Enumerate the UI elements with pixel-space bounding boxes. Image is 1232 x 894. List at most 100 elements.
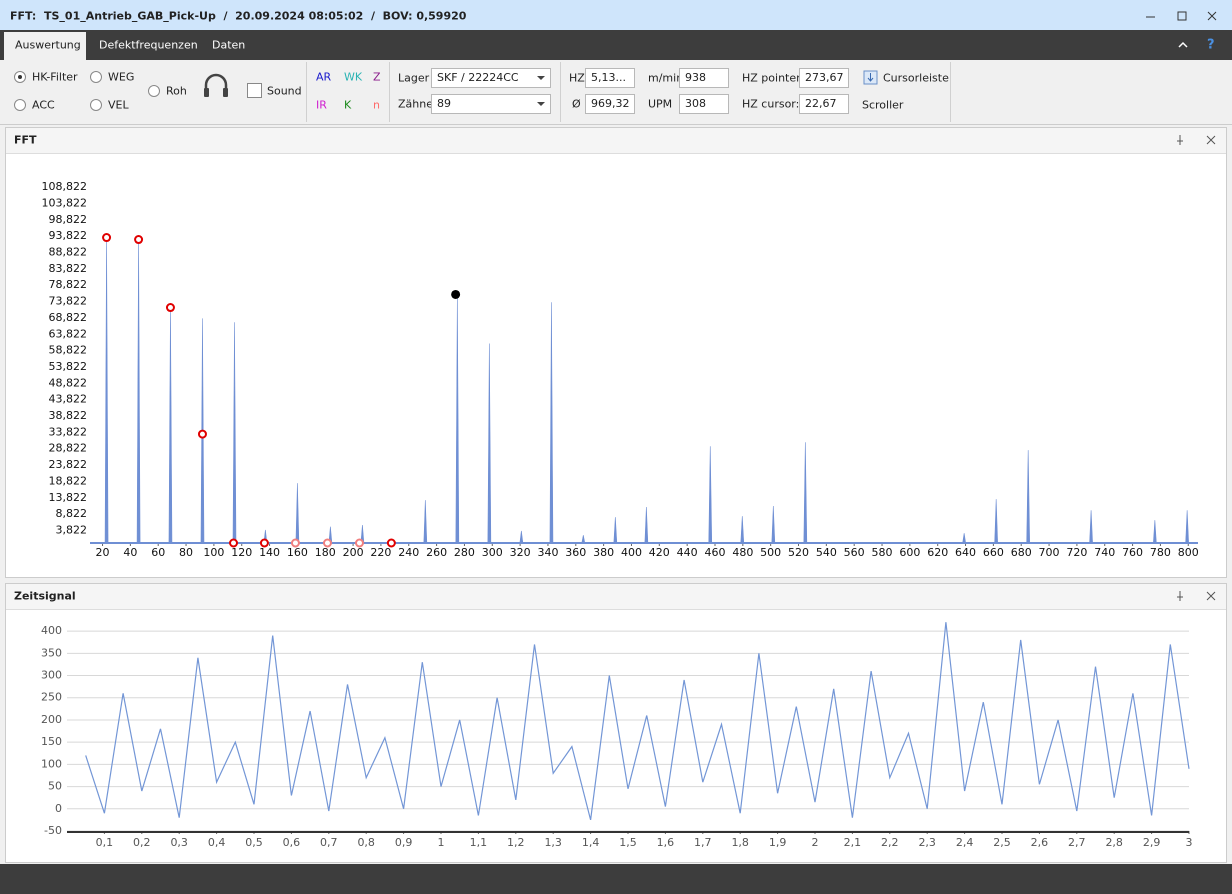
panel-controls[interactable] bbox=[1172, 132, 1222, 148]
time-panel bbox=[5, 583, 1227, 863]
panel-controls[interactable] bbox=[1172, 588, 1222, 604]
input[interactable]: 5,13... bbox=[585, 68, 635, 88]
time-chart: -50 0 50 100 150 200 250 300 350 400 0,1 0,2 0,3 0,4 0… bbox=[41, 622, 1193, 849]
checkbox[interactable] bbox=[247, 83, 262, 98]
radio[interactable] bbox=[148, 85, 160, 97]
radio-label[interactable]: ACC bbox=[32, 98, 55, 112]
y-tick-label: 83,822 bbox=[49, 262, 88, 275]
input[interactable]: 273,67 bbox=[799, 68, 849, 88]
spectral-peak bbox=[962, 533, 966, 544]
code-toggle[interactable]: n bbox=[373, 98, 380, 112]
tab[interactable]: Defektfrequenzen bbox=[99, 38, 198, 52]
y-tick-label: 250 bbox=[41, 691, 62, 704]
select[interactable]: 89 bbox=[431, 94, 551, 114]
select-value: SKF / 22224CC bbox=[437, 71, 519, 84]
harmonic-marker bbox=[259, 538, 269, 548]
x-tick-label: 2,5 bbox=[993, 836, 1011, 849]
code-toggle[interactable]: AR bbox=[316, 70, 332, 84]
dropdown-arrows bbox=[537, 76, 545, 106]
radio-label[interactable]: HK-Filter bbox=[32, 70, 78, 84]
y-tick-label: 0 bbox=[55, 802, 62, 815]
x-tick-label: 360 bbox=[565, 546, 586, 559]
y-tick-label: 23,822 bbox=[49, 458, 88, 471]
headphone-icon[interactable] bbox=[202, 73, 230, 99]
separator bbox=[950, 62, 951, 122]
input-value: 938 bbox=[685, 71, 706, 84]
radio[interactable] bbox=[14, 71, 26, 83]
y-tick-label: 73,822 bbox=[49, 295, 88, 308]
spectral-peak bbox=[994, 499, 998, 544]
spectral-peak bbox=[708, 446, 713, 544]
radio-label[interactable]: WEG bbox=[108, 70, 135, 84]
x-tick-label: 500 bbox=[760, 546, 781, 559]
x-tick-label: 320 bbox=[510, 546, 531, 559]
cursorleiste-icon[interactable] bbox=[863, 70, 879, 85]
x-tick-label: 760 bbox=[1122, 546, 1143, 559]
x-tick-label: 0,2 bbox=[133, 836, 151, 849]
spectral-peak bbox=[295, 483, 300, 544]
x-tick-label: 1,5 bbox=[619, 836, 637, 849]
code-toggle[interactable]: Z bbox=[373, 70, 381, 84]
spectral-peak bbox=[519, 530, 524, 544]
spectral-peak bbox=[168, 307, 173, 544]
collapse-icon[interactable] bbox=[1177, 40, 1189, 50]
y-tick-label: 38,822 bbox=[49, 409, 88, 422]
panel-title: FFT bbox=[14, 133, 37, 147]
x-tick-label: 420 bbox=[649, 546, 670, 559]
code-toggle[interactable]: IR bbox=[316, 98, 327, 112]
window-controls[interactable] bbox=[1140, 8, 1225, 24]
tab-bar bbox=[0, 30, 1232, 60]
spectral-peak bbox=[423, 500, 428, 544]
radio-label[interactable]: VEL bbox=[108, 98, 129, 112]
x-tick-label: 80 bbox=[179, 546, 193, 559]
x-tick-label: 0,5 bbox=[245, 836, 263, 849]
harmonic-marker bbox=[165, 303, 175, 313]
tab[interactable]: Auswertung bbox=[15, 38, 81, 52]
x-tick-label: 2,8 bbox=[1105, 836, 1123, 849]
x-tick-label: 1,7 bbox=[694, 836, 712, 849]
input-value: 273,67 bbox=[805, 71, 844, 84]
radio[interactable] bbox=[90, 71, 102, 83]
panel-header bbox=[6, 584, 1226, 610]
tab[interactable]: Daten bbox=[212, 38, 246, 52]
spectral-peak bbox=[328, 526, 333, 544]
y-tick-label: 400 bbox=[41, 624, 62, 637]
input-value: 308 bbox=[685, 97, 706, 110]
radio[interactable] bbox=[90, 99, 102, 111]
input[interactable]: 969,32 bbox=[585, 94, 635, 114]
y-tick-label: 100 bbox=[41, 757, 62, 770]
spectral-peak bbox=[803, 442, 808, 544]
y-tick-label: 33,822 bbox=[49, 425, 88, 438]
select[interactable]: SKF / 22224CC bbox=[431, 68, 551, 88]
x-tick-label: 2,4 bbox=[956, 836, 974, 849]
x-tick-label: 0,8 bbox=[357, 836, 375, 849]
x-tick-label: 1,9 bbox=[769, 836, 787, 849]
code-toggle[interactable]: WK bbox=[344, 70, 363, 84]
y-tick-label: 300 bbox=[41, 669, 62, 682]
y-tick-label: 8,822 bbox=[56, 507, 88, 520]
panel-title: Zeitsignal bbox=[14, 589, 76, 603]
y-tick-label: 63,822 bbox=[49, 327, 88, 340]
y-tick-label: 3,822 bbox=[56, 524, 88, 537]
x-tick-label: 620 bbox=[927, 546, 948, 559]
button-label[interactable]: Scroller bbox=[862, 98, 904, 112]
spectral-peak bbox=[487, 343, 492, 544]
input[interactable]: 22,67 bbox=[799, 94, 849, 114]
input[interactable]: 308 bbox=[679, 94, 729, 114]
input[interactable]: 938 bbox=[679, 68, 729, 88]
x-tick-label: 2 bbox=[812, 836, 819, 849]
x-tick-label: 2,7 bbox=[1068, 836, 1086, 849]
radio-label[interactable]: Roh bbox=[166, 84, 187, 98]
help[interactable]: ? bbox=[1207, 37, 1215, 53]
x-tick-label: 800 bbox=[1178, 546, 1199, 559]
button-label[interactable]: Cursorleiste bbox=[883, 71, 949, 85]
x-tick-label: 480 bbox=[732, 546, 753, 559]
y-tick-label: 93,822 bbox=[49, 229, 88, 242]
x-tick-label: 180 bbox=[315, 546, 336, 559]
code-toggle[interactable]: K bbox=[344, 98, 352, 112]
window-title: FFT: TS_01_Antrieb_GAB_Pick-Up / 20.09.2… bbox=[10, 9, 467, 23]
checkbox-label[interactable]: Sound bbox=[267, 84, 302, 98]
radio[interactable] bbox=[14, 99, 26, 111]
y-tick-label: 78,822 bbox=[49, 278, 88, 291]
y-tick-label: 150 bbox=[41, 735, 62, 748]
